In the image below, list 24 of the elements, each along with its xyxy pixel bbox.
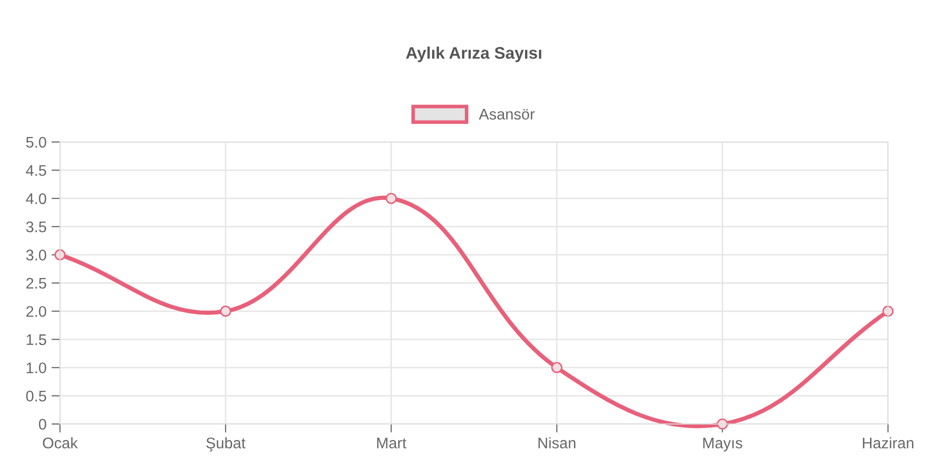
point xyxy=(220,306,232,317)
point xyxy=(716,418,728,430)
y-tick-label: 5.0 xyxy=(26,136,46,148)
y-tick-label: 4.5 xyxy=(26,165,46,176)
point xyxy=(386,192,397,204)
point xyxy=(54,249,66,260)
y-tick-label: 1.5 xyxy=(26,334,46,346)
x-tick-label: Mayıs xyxy=(703,438,742,452)
x-tick-label: Haziran xyxy=(862,437,914,448)
x-tick-label: Nisan xyxy=(538,437,576,448)
point xyxy=(551,362,562,374)
y-tick-label: 3.5 xyxy=(26,221,46,232)
legend-label: Asansör xyxy=(478,108,535,120)
x-tick-label: Mart xyxy=(377,438,406,448)
y-tick-label: 2.0 xyxy=(26,306,46,317)
y-tick-label: 2.5 xyxy=(26,278,46,289)
x-tick-label: Şubat xyxy=(206,437,246,452)
y-tick-label: 0.5 xyxy=(26,390,46,402)
y-tick-label: 1.0 xyxy=(26,362,46,374)
y-tick-label: 4.0 xyxy=(26,193,46,204)
y-tick-label: 0 xyxy=(38,418,46,430)
chart-title: Aylık Arıza Sayısı xyxy=(406,46,542,62)
x-tick-label: Ocak xyxy=(42,437,78,448)
y-tick-label: 3.0 xyxy=(26,250,46,260)
